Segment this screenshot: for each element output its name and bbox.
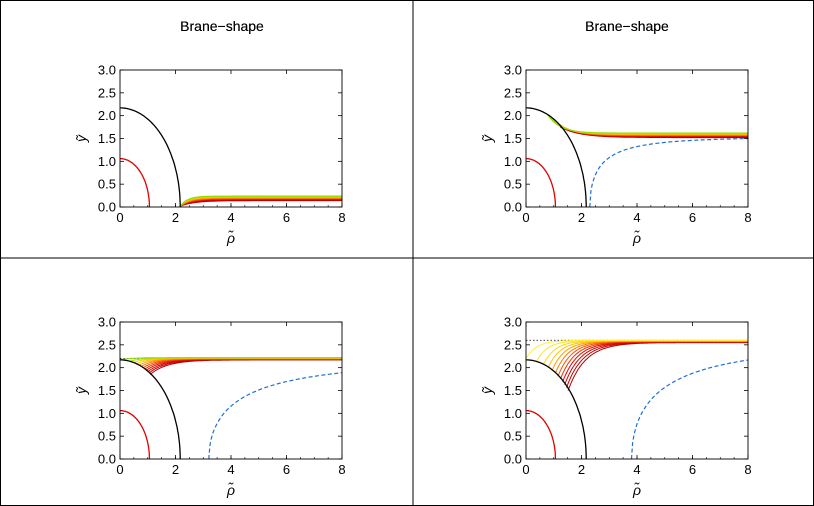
y-tick-label: 1.0 bbox=[98, 154, 116, 169]
plot-area bbox=[526, 339, 748, 459]
x-tick-label: 8 bbox=[744, 210, 751, 225]
y-tick-label: 3.0 bbox=[504, 315, 522, 330]
x-axis-label: ρ̃ bbox=[632, 482, 641, 498]
chart-title: Brane−shape bbox=[180, 18, 264, 34]
y-tick-label: 3.0 bbox=[98, 63, 116, 78]
x-tick-label: 2 bbox=[172, 462, 179, 477]
x-tick-label: 4 bbox=[227, 210, 234, 225]
x-tick-label: 8 bbox=[338, 462, 345, 477]
y-tick-label: 0.5 bbox=[98, 429, 116, 444]
y-tick-label: 1.0 bbox=[98, 406, 116, 421]
y-tick-label: 0.5 bbox=[98, 177, 116, 192]
x-tick-label: 8 bbox=[338, 210, 345, 225]
y-tick-label: 0.0 bbox=[504, 200, 522, 215]
chart-title: Brane−shape bbox=[585, 18, 669, 34]
family-curve bbox=[546, 114, 748, 134]
x-tick-label: 0 bbox=[116, 210, 123, 225]
inner-circle-curve bbox=[120, 409, 151, 459]
x-tick-label: 6 bbox=[689, 210, 696, 225]
dashed-curve bbox=[630, 359, 748, 459]
x-tick-label: 2 bbox=[578, 210, 585, 225]
chart-panel-3: Brane−shape 0 2 4 6 8 0.0 0.5 1.0 1.5 2.0 2.5 3.0 ρ̃ y… bbox=[73, 18, 346, 498]
y-tick-label: 1.5 bbox=[504, 383, 522, 398]
y-tick-label: 2.5 bbox=[98, 337, 116, 352]
y-axis-label: ỹ bbox=[479, 386, 495, 395]
outer-circle-curve bbox=[526, 359, 587, 459]
y-tick-label: 1.0 bbox=[504, 154, 522, 169]
y-tick-label: 1.5 bbox=[98, 131, 116, 146]
y-tick-label: 2.5 bbox=[504, 337, 522, 352]
chart-panel-4: Brane−shape 0 2 4 6 8 0.0 0.5 1.0 1.5 2.0 2.5 3.0 ρ̃ y… bbox=[479, 18, 752, 498]
family-curve bbox=[120, 357, 342, 361]
y-axis-label: ỹ bbox=[73, 386, 89, 395]
plot-area bbox=[120, 357, 342, 459]
x-tick-label: 2 bbox=[172, 210, 179, 225]
x-tick-label: 2 bbox=[578, 462, 585, 477]
y-tick-label: 0.0 bbox=[98, 452, 116, 467]
y-tick-label: 2.0 bbox=[504, 108, 522, 123]
y-tick-label: 0.0 bbox=[98, 200, 116, 215]
outer-circle-curve bbox=[526, 107, 587, 207]
y-axis-label: ỹ bbox=[479, 134, 495, 143]
y-tick-label: 1.0 bbox=[504, 406, 522, 421]
y-tick-label: 2.0 bbox=[98, 108, 116, 123]
x-tick-label: 6 bbox=[283, 210, 290, 225]
outer-circle-curve bbox=[120, 359, 181, 459]
x-axis-label: ρ̃ bbox=[226, 230, 235, 246]
y-tick-label: 1.5 bbox=[98, 383, 116, 398]
x-axis-label: ρ̃ bbox=[226, 482, 235, 498]
inner-circle-curve bbox=[526, 409, 557, 459]
x-tick-label: 6 bbox=[283, 462, 290, 477]
y-tick-label: 2.5 bbox=[98, 85, 116, 100]
inner-circle-curve bbox=[526, 157, 557, 207]
outer-circle-curve bbox=[120, 107, 181, 207]
y-tick-label: 1.5 bbox=[504, 131, 522, 146]
chart-title: Brane−shape bbox=[180, 18, 264, 34]
y-axis-label: ỹ bbox=[73, 134, 89, 143]
x-tick-label: 4 bbox=[633, 462, 640, 477]
chart-panel-1: Brane−shape 0 2 4 6 8 0.0 0.5 1.0 1.5 2.0 2.5 3.0 ρ̃ y… bbox=[73, 18, 346, 246]
x-tick-label: 6 bbox=[689, 462, 696, 477]
dashed-curve bbox=[589, 138, 748, 207]
plot-area bbox=[526, 107, 748, 207]
x-tick-label: 0 bbox=[116, 462, 123, 477]
chart-panel-2: Brane−shape 0 2 4 6 8 0.0 0.5 1.0 1.5 2.0 2.5 3.0 ρ̃ y… bbox=[479, 18, 752, 246]
family-curve bbox=[179, 195, 342, 207]
y-tick-label: 0.5 bbox=[504, 429, 522, 444]
x-tick-label: 4 bbox=[633, 210, 640, 225]
chart-title: Brane−shape bbox=[585, 18, 669, 34]
plot-area bbox=[120, 107, 342, 207]
x-tick-label: 0 bbox=[522, 462, 529, 477]
x-tick-label: 8 bbox=[744, 462, 751, 477]
y-tick-label: 2.0 bbox=[504, 360, 522, 375]
y-tick-label: 2.0 bbox=[98, 360, 116, 375]
y-tick-label: 3.0 bbox=[98, 315, 116, 330]
y-tick-label: 0.5 bbox=[504, 177, 522, 192]
x-tick-label: 0 bbox=[522, 210, 529, 225]
family-curve bbox=[526, 339, 748, 359]
x-tick-label: 4 bbox=[227, 462, 234, 477]
y-tick-label: 3.0 bbox=[504, 63, 522, 78]
y-tick-label: 0.0 bbox=[504, 452, 522, 467]
y-tick-label: 2.5 bbox=[504, 85, 522, 100]
dashed-curve bbox=[208, 372, 342, 459]
x-axis-label: ρ̃ bbox=[632, 230, 641, 246]
inner-circle-curve bbox=[120, 157, 151, 207]
